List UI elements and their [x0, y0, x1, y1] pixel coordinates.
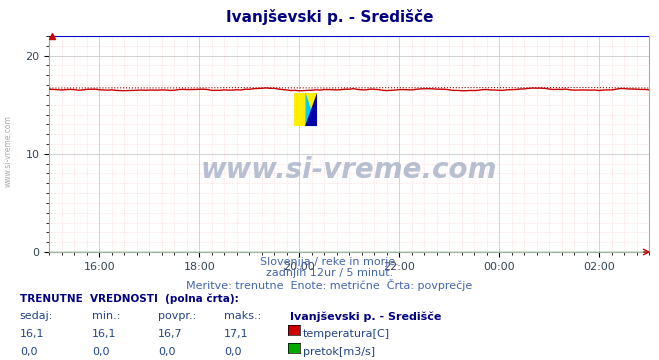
Text: povpr.:: povpr.: [158, 311, 196, 321]
Text: temperatura[C]: temperatura[C] [303, 329, 390, 339]
Text: www.si-vreme.com: www.si-vreme.com [4, 115, 13, 187]
Text: 16,1: 16,1 [92, 329, 117, 339]
Text: Ivanjševski p. - Središče: Ivanjševski p. - Središče [290, 311, 442, 322]
Text: TRENUTNE  VREDNOSTI  (polna črta):: TRENUTNE VREDNOSTI (polna črta): [20, 293, 239, 304]
Polygon shape [306, 93, 317, 126]
Text: 0,0: 0,0 [158, 347, 176, 357]
Text: 0,0: 0,0 [92, 347, 110, 357]
Bar [294, 93, 317, 126]
Text: min.:: min.: [92, 311, 121, 321]
Text: www.si-vreme.com: www.si-vreme.com [201, 156, 498, 184]
Text: 16,1: 16,1 [20, 329, 44, 339]
Text: 0,0: 0,0 [224, 347, 242, 357]
Text: Ivanjševski p. - Središče: Ivanjševski p. - Središče [226, 9, 433, 25]
Polygon shape [306, 93, 317, 126]
Text: 0,0: 0,0 [20, 347, 38, 357]
Text: maks.:: maks.: [224, 311, 262, 321]
Text: pretok[m3/s]: pretok[m3/s] [303, 347, 375, 357]
Text: 17,1: 17,1 [224, 329, 248, 339]
Text: Meritve: trenutne  Enote: metrične  Črta: povprečje: Meritve: trenutne Enote: metrične Črta: … [186, 279, 473, 291]
Text: sedaj:: sedaj: [20, 311, 53, 321]
Text: 16,7: 16,7 [158, 329, 183, 339]
Text: zadnjih 12ur / 5 minut.: zadnjih 12ur / 5 minut. [266, 268, 393, 278]
Text: Slovenija / reke in morje.: Slovenija / reke in morje. [260, 257, 399, 267]
